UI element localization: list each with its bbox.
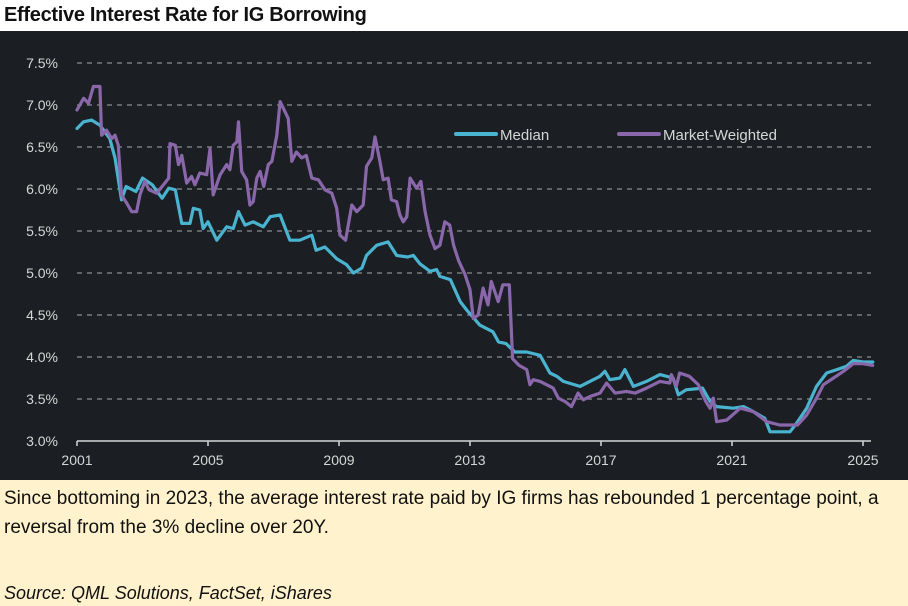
y-tick-label: 7.0% [26,97,58,113]
y-tick-label: 5.0% [26,265,58,281]
source-note: Source: QML Solutions, FactSet, iShares [4,583,332,603]
legend-label: Median [500,127,549,144]
y-tick-label: 4.0% [26,349,58,365]
chart-title: Effective Interest Rate for IG Borrowing [4,4,367,26]
chart-title-bar: Effective Interest Rate for IG Borrowing [0,0,908,32]
line-chart: 3.0% 3.5% 4.0% 4.5% 5.0% 5.5% 6.0% 6.5% 7.0% 7.5%… [26,55,879,468]
chart-area: 3.0% 3.5% 4.0% 4.5% 5.0% 5.5% 6.0% 6.5% 7.0% 7.5%… [0,32,908,480]
x-tick-label: 2017 [585,452,616,468]
y-tick-label: 5.5% [26,223,58,239]
y-tick-label: 7.5% [26,55,58,71]
x-tick-label: 2005 [192,452,223,468]
series-line-market-weighted [75,84,875,427]
y-tick-label: 6.0% [26,181,58,197]
series-line-median [75,118,875,434]
y-tick-label: 3.0% [26,433,58,449]
caption: Since bottoming in 2023, the average int… [4,488,879,538]
y-tick-label: 4.5% [26,307,58,323]
x-tick-label: 2013 [454,452,485,468]
x-tick-label: 2025 [847,452,878,468]
x-tick-label: 2009 [323,452,354,468]
legend-label: Market-Weighted [663,127,777,144]
y-tick-label: 3.5% [26,391,58,407]
y-tick-label: 6.5% [26,139,58,155]
x-tick-label: 2001 [61,452,92,468]
x-tick-label: 2021 [716,452,747,468]
